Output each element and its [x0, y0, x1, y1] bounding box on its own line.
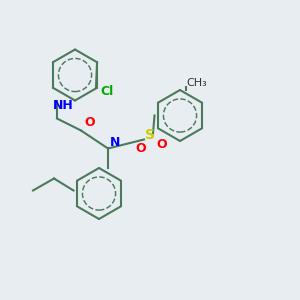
Text: O: O — [84, 116, 94, 129]
Text: N: N — [110, 136, 120, 148]
Text: CH₃: CH₃ — [186, 77, 207, 88]
Text: O: O — [135, 142, 146, 154]
Text: NH: NH — [52, 100, 73, 112]
Text: O: O — [156, 139, 166, 152]
Text: S: S — [146, 128, 155, 142]
Text: Cl: Cl — [100, 85, 114, 98]
